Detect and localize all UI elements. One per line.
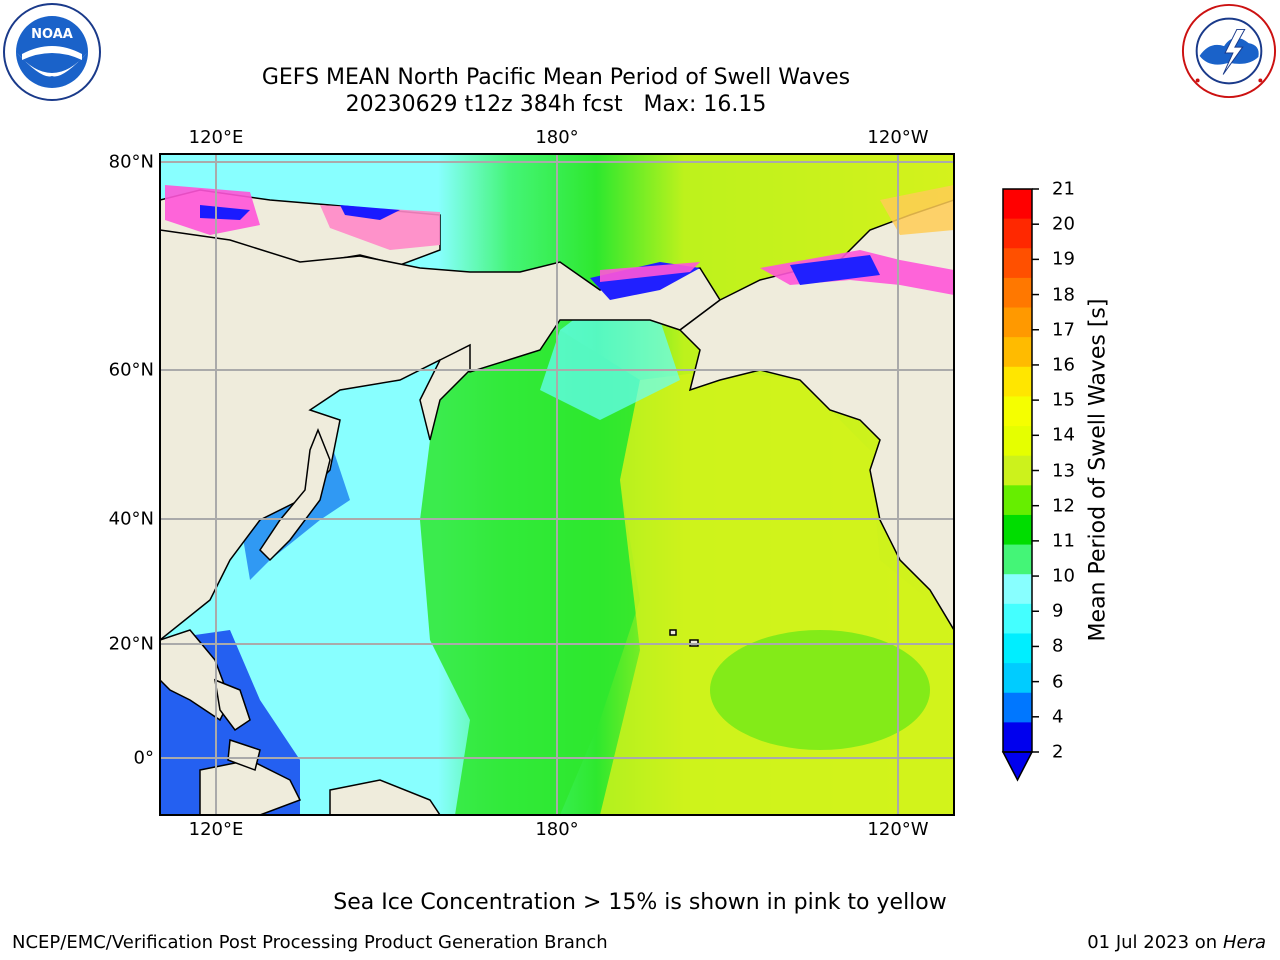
lon-label-bottom-120w: 120°W bbox=[867, 819, 929, 840]
lon-label-bottom-120e: 120°E bbox=[188, 819, 244, 840]
footer-credit: NCEP/EMC/Verification Post Processing Pr… bbox=[12, 932, 608, 953]
colorbar-tick-label: 11 bbox=[1052, 530, 1075, 552]
colorbar-segment bbox=[1003, 218, 1032, 249]
colorbar-segment bbox=[1003, 396, 1032, 427]
colorbar-segment bbox=[1003, 574, 1032, 605]
lon-label-top-120w: 120°W bbox=[867, 127, 929, 148]
colorbar-tick-label: 13 bbox=[1052, 460, 1075, 481]
colorbar-tick-label: 21 bbox=[1052, 178, 1075, 200]
colorbar-title: Mean Period of Swell Waves [s] bbox=[1085, 298, 1111, 642]
lat-label-80n: 80°N bbox=[108, 151, 154, 173]
colorbar-segment bbox=[1003, 337, 1032, 368]
lon-label-top-120e: 120°E bbox=[188, 127, 244, 148]
colorbar-segment bbox=[1003, 663, 1032, 694]
chart-title: GEFS MEAN North Pacific Mean Period of S… bbox=[261, 65, 851, 90]
colorbar-tick-label: 18 bbox=[1052, 284, 1075, 306]
colorbar-segment bbox=[1003, 277, 1032, 309]
colorbar-tick-label: 15 bbox=[1052, 389, 1075, 411]
colorbar-segment bbox=[1003, 544, 1032, 575]
colorbar-tick-label: 16 bbox=[1052, 354, 1075, 376]
colorbar-segment bbox=[1003, 189, 1032, 220]
footer-machine: Hera bbox=[1222, 932, 1266, 953]
colorbar-tick-label: 14 bbox=[1052, 424, 1075, 446]
ocean-green-zone bbox=[420, 330, 640, 815]
colorbar-tick-label: 4 bbox=[1052, 706, 1064, 728]
lon-label-bottom-180: 180° bbox=[535, 819, 579, 840]
footer-date: 01 Jul 2023 on Hera bbox=[1087, 932, 1266, 953]
graticule bbox=[160, 154, 954, 815]
colorbar-tick-label: 10 bbox=[1052, 565, 1075, 587]
land bbox=[160, 189, 954, 815]
colorbar-segment bbox=[1003, 366, 1032, 397]
map-frame bbox=[159, 153, 955, 816]
colorbar-segment bbox=[1003, 514, 1032, 546]
colorbar-tick-label: 19 bbox=[1052, 248, 1075, 270]
colorbar-extend-arrow bbox=[1001, 751, 1034, 782]
lat-label-20n: 20°N bbox=[108, 633, 154, 655]
colorbar-segment bbox=[1003, 722, 1032, 753]
nws-logo bbox=[1181, 3, 1277, 99]
colorbar-tick-label: 8 bbox=[1052, 635, 1064, 657]
sea-ice bbox=[165, 185, 954, 300]
colorbar-tick-label: 20 bbox=[1052, 213, 1075, 235]
lat-label-0: 0° bbox=[133, 747, 154, 769]
colorbar-tick-label: 9 bbox=[1052, 600, 1064, 622]
colorbar-tick-label: 12 bbox=[1052, 495, 1075, 517]
colorbar-tick-label: 17 bbox=[1052, 319, 1075, 341]
colorbar-segment bbox=[1003, 455, 1032, 486]
sea-ice-note: Sea Ice Concentration > 15% is shown in … bbox=[333, 890, 947, 915]
noaa-logo: NOAA bbox=[3, 3, 101, 101]
colorbar-tick-label: 2 bbox=[1052, 741, 1064, 763]
lat-label-40n: 40°N bbox=[108, 508, 154, 530]
lat-label-60n: 60°N bbox=[108, 359, 154, 381]
colorbar-segment bbox=[1003, 633, 1032, 664]
footer-date-text: 01 Jul 2023 on bbox=[1087, 932, 1223, 953]
lon-label-top-180: 180° bbox=[535, 127, 579, 148]
colorbar-segment bbox=[1003, 692, 1032, 723]
colorbar-segment bbox=[1003, 603, 1032, 634]
colorbar-segment bbox=[1003, 485, 1032, 516]
colorbar-segment bbox=[1003, 307, 1032, 338]
colorbar-segment bbox=[1003, 248, 1032, 279]
ocean-green-patch bbox=[710, 630, 930, 750]
ocean-bering bbox=[540, 300, 680, 420]
chart-subtitle: 20230629 t12z 384h fcst Max: 16.15 bbox=[345, 92, 767, 117]
noaa-logo-text: NOAA bbox=[31, 27, 73, 42]
colorbar-segment bbox=[1003, 426, 1032, 457]
colorbar-tick-label: 6 bbox=[1052, 671, 1064, 693]
